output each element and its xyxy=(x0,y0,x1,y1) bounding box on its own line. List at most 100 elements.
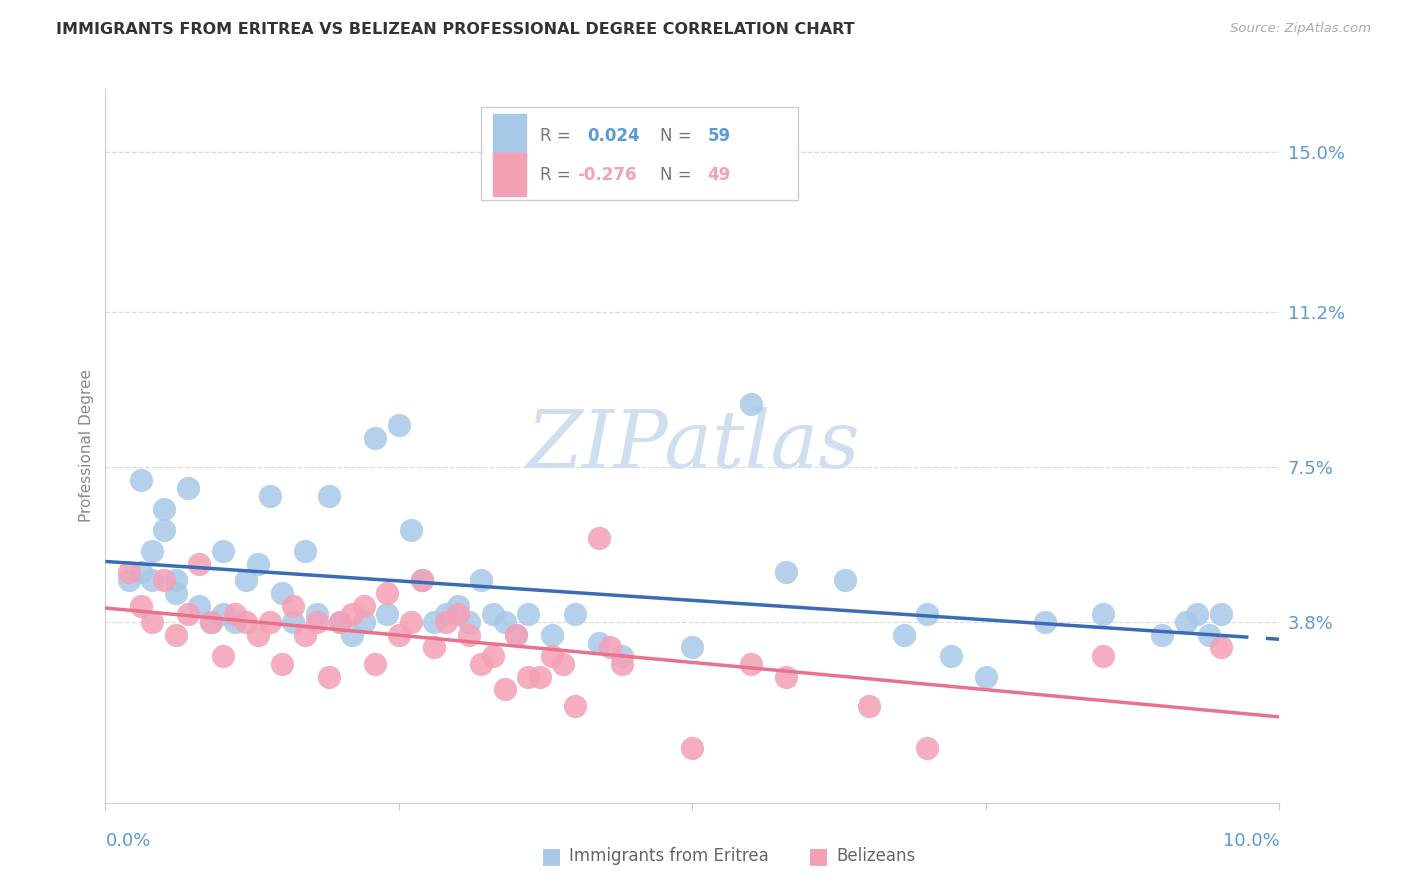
Point xyxy=(1209,607,1232,621)
Point xyxy=(129,599,152,613)
Text: 0.0%: 0.0% xyxy=(105,832,150,850)
Point xyxy=(482,648,505,663)
Point xyxy=(224,607,246,621)
Point xyxy=(247,628,270,642)
Point xyxy=(411,574,433,588)
Point xyxy=(434,615,457,630)
Text: R =: R = xyxy=(540,127,571,145)
Point xyxy=(411,574,433,588)
Point xyxy=(517,607,540,621)
Point xyxy=(235,615,257,630)
Point xyxy=(681,640,703,655)
Point xyxy=(165,574,187,588)
Point xyxy=(505,628,527,642)
Point xyxy=(340,607,363,621)
Point xyxy=(318,489,340,503)
Point xyxy=(294,544,316,558)
Point xyxy=(470,574,492,588)
Point xyxy=(118,565,141,579)
Point xyxy=(224,615,246,630)
Point xyxy=(610,657,633,672)
Text: Belizeans: Belizeans xyxy=(837,847,915,865)
Y-axis label: Professional Degree: Professional Degree xyxy=(79,369,94,523)
Point xyxy=(482,607,505,621)
Point xyxy=(434,607,457,621)
Point xyxy=(917,741,939,756)
Point xyxy=(305,607,328,621)
Point xyxy=(176,607,198,621)
Point xyxy=(388,628,411,642)
Text: 49: 49 xyxy=(707,166,731,184)
Point xyxy=(153,523,176,537)
Point xyxy=(141,615,163,630)
Point xyxy=(399,523,422,537)
Point xyxy=(165,628,187,642)
Point xyxy=(153,574,176,588)
Point xyxy=(447,607,470,621)
Point xyxy=(588,532,610,546)
Point xyxy=(176,481,198,495)
Point xyxy=(858,699,880,714)
Point xyxy=(188,599,211,613)
Point xyxy=(188,557,211,571)
Point xyxy=(423,615,446,630)
Point xyxy=(564,699,586,714)
Point xyxy=(564,607,586,621)
Point xyxy=(599,640,621,655)
Point xyxy=(588,636,610,650)
Point xyxy=(1033,615,1056,630)
Bar xyxy=(494,153,526,196)
Point xyxy=(294,628,316,642)
Point xyxy=(364,657,387,672)
Point xyxy=(388,417,411,432)
Point xyxy=(329,615,352,630)
Point xyxy=(740,397,762,411)
Point xyxy=(353,615,375,630)
Point xyxy=(505,628,527,642)
Point xyxy=(1092,607,1115,621)
Text: -0.276: -0.276 xyxy=(578,166,637,184)
Point xyxy=(740,657,762,672)
Text: N =: N = xyxy=(659,127,692,145)
Point xyxy=(200,615,222,630)
Point xyxy=(893,628,915,642)
Point xyxy=(939,648,962,663)
Point xyxy=(329,615,352,630)
Point xyxy=(247,557,270,571)
Text: R =: R = xyxy=(540,166,571,184)
Text: 10.0%: 10.0% xyxy=(1223,832,1279,850)
Point xyxy=(540,648,562,663)
Point xyxy=(211,607,233,621)
Point xyxy=(834,574,856,588)
Text: 0.024: 0.024 xyxy=(586,127,640,145)
Text: IMMIGRANTS FROM ERITREA VS BELIZEAN PROFESSIONAL DEGREE CORRELATION CHART: IMMIGRANTS FROM ERITREA VS BELIZEAN PROF… xyxy=(56,22,855,37)
Point xyxy=(447,599,470,613)
Point xyxy=(1092,648,1115,663)
Point xyxy=(141,544,163,558)
Point xyxy=(153,502,176,516)
Point xyxy=(235,574,257,588)
Text: ■: ■ xyxy=(808,847,830,866)
Point xyxy=(375,586,398,600)
Point xyxy=(540,628,562,642)
Point xyxy=(118,574,141,588)
Point xyxy=(283,615,305,630)
Point xyxy=(270,586,292,600)
Point xyxy=(200,615,222,630)
Point xyxy=(399,615,422,630)
Point xyxy=(610,648,633,663)
Point xyxy=(283,599,305,613)
Point xyxy=(318,670,340,684)
Point xyxy=(1198,628,1220,642)
Point xyxy=(458,628,481,642)
Point xyxy=(974,670,997,684)
Point xyxy=(364,431,387,445)
Point xyxy=(1174,615,1197,630)
Point xyxy=(270,657,292,672)
Point xyxy=(211,544,233,558)
Point xyxy=(259,615,281,630)
Point xyxy=(1150,628,1173,642)
Point xyxy=(340,628,363,642)
Point xyxy=(529,670,551,684)
Point xyxy=(305,615,328,630)
